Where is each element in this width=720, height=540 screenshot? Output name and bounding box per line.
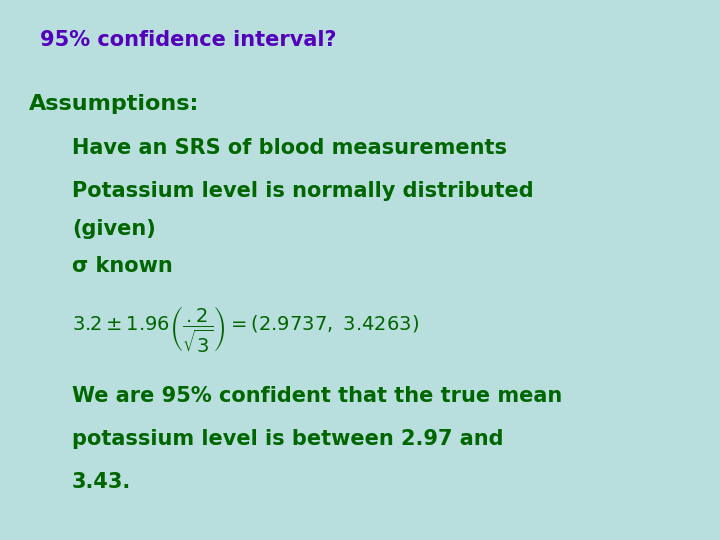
Text: Potassium level is normally distributed: Potassium level is normally distributed xyxy=(72,181,534,201)
Text: 3.43.: 3.43. xyxy=(72,472,131,492)
Text: 95% confidence interval?: 95% confidence interval? xyxy=(40,30,336,50)
Text: σ known: σ known xyxy=(72,256,173,276)
Text: potassium level is between 2.97 and: potassium level is between 2.97 and xyxy=(72,429,503,449)
Text: We are 95% confident that the true mean: We are 95% confident that the true mean xyxy=(72,386,562,406)
Text: (given): (given) xyxy=(72,219,156,239)
Text: $3.2\pm1.96\left(\dfrac{.2}{\sqrt{3}}\right)=\left(2.9737,\ 3.4263\right)$: $3.2\pm1.96\left(\dfrac{.2}{\sqrt{3}}\ri… xyxy=(72,305,419,355)
Text: Assumptions:: Assumptions: xyxy=(29,94,199,114)
Text: Have an SRS of blood measurements: Have an SRS of blood measurements xyxy=(72,138,507,158)
